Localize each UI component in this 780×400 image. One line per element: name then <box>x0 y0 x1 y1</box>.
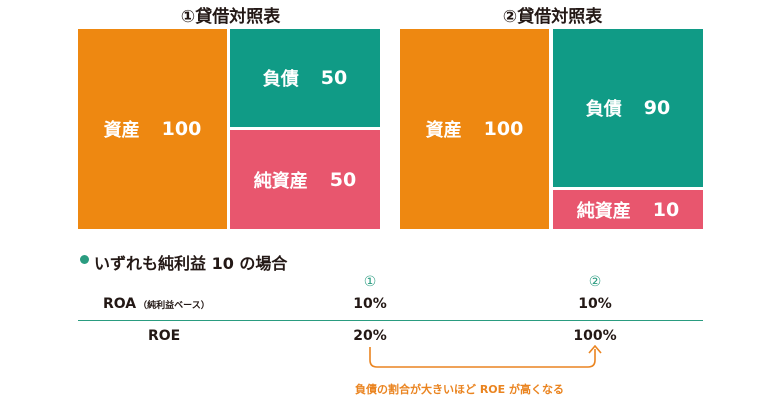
sheet2-equity-value: 10 <box>652 198 680 221</box>
sheet1-title: ①貸借対照表 <box>180 7 281 27</box>
sheet2-asset-box: 資産 100 <box>400 29 549 229</box>
sheet1-equity-label: 純資産 <box>253 170 308 192</box>
sheet2-equity-label: 純資産 <box>576 200 631 222</box>
roa-sublabel: （純利益ベース） <box>138 301 210 311</box>
bullet-dot-icon <box>80 255 89 264</box>
conclusion-note: 負債の割合が大きいほど ROE が高くなる <box>355 383 564 396</box>
roa-label: ROA （純利益ベース） <box>103 296 210 312</box>
sheet1-liability-value: 50 <box>320 67 348 89</box>
section-heading: いずれも純利益 10 の場合 <box>94 254 288 273</box>
comparison-arrow <box>369 345 602 368</box>
roa-value-1: 10% <box>353 296 387 312</box>
arrow-head-icon <box>588 345 602 354</box>
sheet2-liability-value: 90 <box>643 97 671 119</box>
col2-marker: ② <box>588 274 602 290</box>
roe-value-1: 20% <box>353 328 387 344</box>
sheet2-equity-box: 純資産 10 <box>553 190 703 229</box>
row-divider <box>78 320 703 321</box>
roa-label-text: ROA <box>103 296 137 312</box>
sheet2-asset-value: 100 <box>483 118 524 140</box>
sheet1-liability-box: 負債 50 <box>230 29 380 127</box>
roa-value-2: 10% <box>578 296 612 312</box>
sheet2-liability-label: 負債 <box>585 99 622 120</box>
sheet2-title: ②貸借対照表 <box>502 7 603 27</box>
sheet1-asset-value: 100 <box>161 118 202 140</box>
roe-value-2: 100% <box>573 328 617 344</box>
sheet1-asset-box: 資産 100 <box>78 29 227 229</box>
sheet2-liability-box: 負債 90 <box>553 29 703 187</box>
roe-label: ROE <box>148 328 180 344</box>
sheet2-asset-label: 資産 <box>425 120 462 141</box>
sheet1-equity-box: 純資産 50 <box>230 130 380 229</box>
sheet1-equity-value: 50 <box>329 168 357 191</box>
sheet1-asset-label: 資産 <box>103 120 140 141</box>
roe-label-text: ROE <box>148 328 181 344</box>
sheet1-liability-label: 負債 <box>262 69 299 90</box>
col1-marker: ① <box>363 274 377 290</box>
